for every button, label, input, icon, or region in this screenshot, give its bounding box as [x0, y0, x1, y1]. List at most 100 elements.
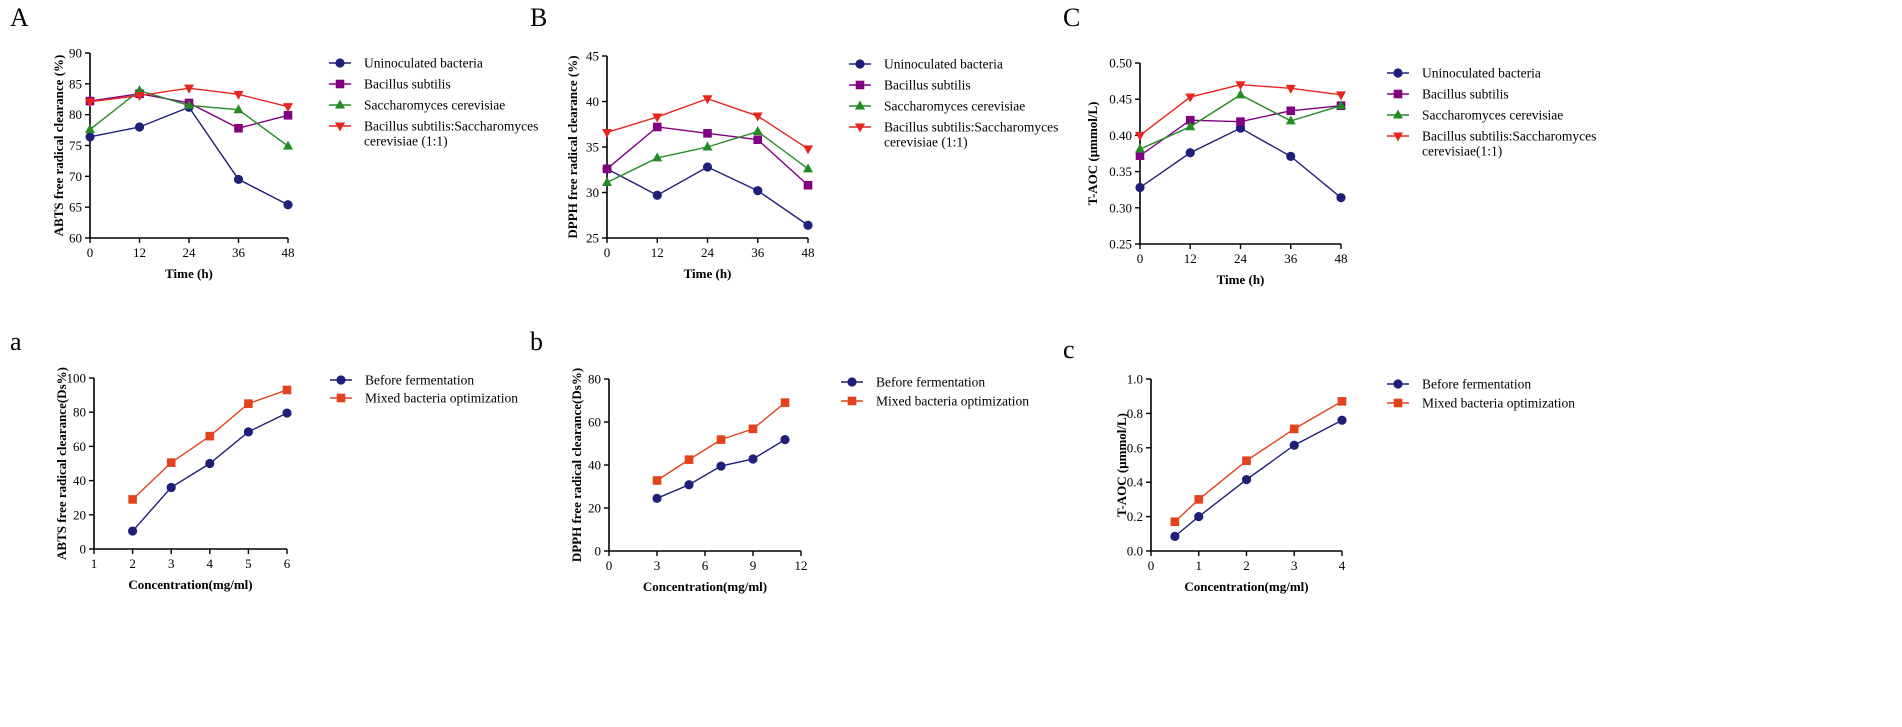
data-point: [1135, 131, 1145, 141]
data-point: [1286, 151, 1296, 161]
series-line: [132, 389, 288, 500]
data-point: [803, 145, 813, 155]
data-point: [184, 84, 194, 94]
data-point: [234, 123, 243, 133]
x-tick-label: 12: [651, 245, 664, 260]
x-tick-label: 12: [1184, 251, 1197, 266]
data-point: [1185, 121, 1196, 131]
data-point: [702, 95, 713, 105]
series-line: [606, 166, 809, 226]
data-point: [780, 398, 790, 407]
data-point: [166, 458, 176, 467]
data-point: [652, 493, 662, 503]
data-point: [652, 122, 662, 132]
y-tick-label: 60: [73, 439, 86, 454]
legend-label: Saccharomyces cerevisiae: [1422, 108, 1563, 123]
data-point: [1170, 531, 1180, 541]
legend-marker: [1393, 132, 1403, 142]
data-point: [1336, 193, 1346, 203]
data-point: [702, 162, 713, 172]
data-point: [134, 92, 145, 102]
y-tick-label: 80: [73, 405, 86, 420]
legend-marker: [847, 396, 857, 406]
legend: Uninoculated bacteria Bacillus subtilis Sa…: [329, 56, 538, 149]
data-point: [283, 103, 293, 113]
data-point: [1135, 182, 1145, 193]
data-point: [1286, 106, 1296, 116]
x-tick-label: 12: [133, 245, 146, 260]
series-0: [652, 435, 790, 503]
data-point: [716, 461, 726, 471]
series-0: [128, 408, 292, 536]
x-tick-label: 6: [284, 556, 291, 571]
data-point: [1235, 89, 1246, 99]
x-axis-label: Time (h): [1217, 272, 1265, 287]
series-1: [652, 398, 790, 485]
y-tick-label: 25: [586, 231, 599, 246]
legend-label: Before fermentation: [876, 375, 985, 390]
y-tick-label: 0.25: [1109, 237, 1132, 252]
x-tick-label: 0: [606, 558, 613, 573]
x-axis-label: Concentration(mg/ml): [1184, 579, 1308, 594]
data-point: [233, 174, 244, 185]
panel-C: C 0.25 0.30 0.35 0.40 0.45 0.50 0 12 24 36 48 Time (…: [1063, 3, 1596, 287]
legend-label: Bacillus subtilis:Saccharomyces: [1422, 129, 1596, 144]
series-1: [1170, 397, 1347, 527]
legend: Before fermentation Mixed bacteria optimi…: [1387, 377, 1575, 411]
series-3: [1135, 81, 1346, 141]
data-point: [282, 408, 292, 418]
x-tick-label: 3: [654, 558, 661, 573]
panel-label: B: [530, 3, 547, 32]
y-tick-label: 0: [80, 542, 87, 557]
legend-marker: [1393, 379, 1403, 389]
data-point: [85, 123, 95, 133]
x-tick-label: 48: [802, 245, 815, 260]
data-point: [1135, 143, 1145, 153]
data-point: [803, 180, 813, 190]
legend-marker: [335, 58, 345, 68]
data-point: [1194, 495, 1204, 504]
data-point: [748, 424, 758, 434]
data-point: [752, 126, 763, 136]
y-tick-label: 0.0: [1127, 544, 1143, 559]
legend-marker: [1393, 68, 1403, 78]
legend-marker: [335, 79, 345, 89]
data-point: [1337, 397, 1347, 406]
x-axis-label: Concentration(mg/ml): [643, 579, 767, 594]
panel-label: C: [1063, 3, 1080, 32]
x-tick-label: 0: [1148, 558, 1155, 573]
series-line: [89, 106, 289, 206]
data-point: [1289, 424, 1299, 434]
y-tick-label: 20: [73, 507, 86, 522]
data-point: [1336, 100, 1346, 110]
y-tick-label: 45: [586, 49, 599, 64]
legend-marker: [336, 393, 346, 403]
x-tick-label: 1: [91, 556, 98, 571]
data-point: [233, 104, 244, 114]
y-tick-label: 0.35: [1109, 164, 1132, 179]
legend-marker: [1393, 109, 1403, 119]
data-point: [1185, 93, 1196, 103]
y-axis-label: DPPH free radical clearance (%): [565, 55, 580, 238]
x-tick-label: 2: [129, 556, 136, 571]
series-3: [85, 84, 293, 113]
series-1: [602, 122, 813, 190]
data-point: [205, 458, 215, 469]
y-tick-label: 1.0: [1127, 372, 1143, 387]
legend-marker: [855, 100, 865, 110]
series-0: [1135, 123, 1346, 203]
y-axis-label: ABTS free radical clearance(Ds%): [54, 367, 69, 560]
y-tick-label: 0: [595, 544, 602, 559]
y-tick-label: 60: [69, 231, 82, 246]
legend-label: Uninoculated bacteria: [1422, 66, 1541, 81]
data-point: [244, 399, 253, 408]
data-point: [652, 476, 662, 485]
data-point: [134, 85, 145, 95]
x-tick-label: 4: [207, 556, 214, 571]
x-axis-label: Time (h): [684, 266, 732, 281]
legend-label: Mixed bacteria optimization: [365, 391, 518, 406]
legend-label: Uninoculated bacteria: [364, 56, 483, 71]
legend-marker: [847, 377, 857, 387]
legend: Uninoculated bacteria Bacillus subtilis Sa…: [849, 57, 1058, 150]
y-tick-label: 70: [69, 169, 82, 184]
